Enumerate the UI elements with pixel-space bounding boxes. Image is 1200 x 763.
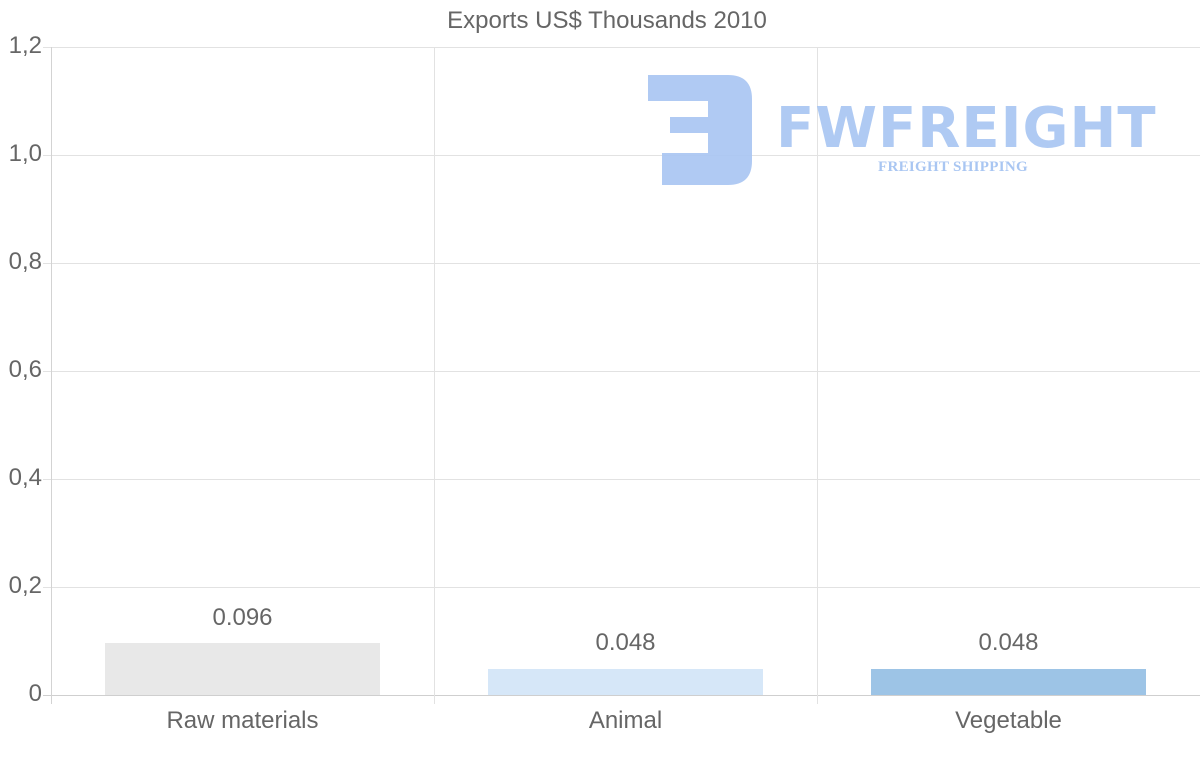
bar-vegetable[interactable] — [871, 669, 1146, 695]
y-tick-0-4: 0,4 — [8, 464, 42, 491]
gridline — [43, 47, 1200, 48]
y-tick-0-2: 0,2 — [8, 572, 42, 599]
gridline-vertical — [434, 47, 435, 704]
y-axis-line — [51, 47, 52, 704]
x-axis-line — [43, 695, 1200, 696]
gridline — [43, 155, 1200, 156]
value-label-raw-materials: 0.096 — [212, 604, 273, 631]
bar-animal[interactable] — [488, 669, 763, 695]
bar-raw-materials[interactable] — [105, 643, 380, 695]
y-tick-1-2: 1,2 — [8, 32, 42, 59]
gridline — [43, 479, 1200, 480]
y-tick-1-0: 1,0 — [8, 140, 42, 167]
x-label-vegetable: Vegetable — [955, 707, 1062, 734]
value-label-vegetable: 0.048 — [978, 629, 1039, 656]
chart-title: Exports US$ Thousands 2010 — [447, 7, 767, 34]
gridline — [43, 587, 1200, 588]
value-label-animal: 0.048 — [595, 629, 656, 656]
gridline — [43, 371, 1200, 372]
y-tick-0-8: 0,8 — [8, 248, 42, 275]
gridline-vertical — [817, 47, 818, 704]
plot-area — [43, 47, 1200, 704]
y-tick-0-6: 0,6 — [8, 356, 42, 383]
x-label-raw-materials: Raw materials — [166, 707, 319, 734]
y-tick-0: 0 — [28, 680, 42, 707]
gridline — [43, 263, 1200, 264]
x-label-animal: Animal — [588, 707, 663, 734]
